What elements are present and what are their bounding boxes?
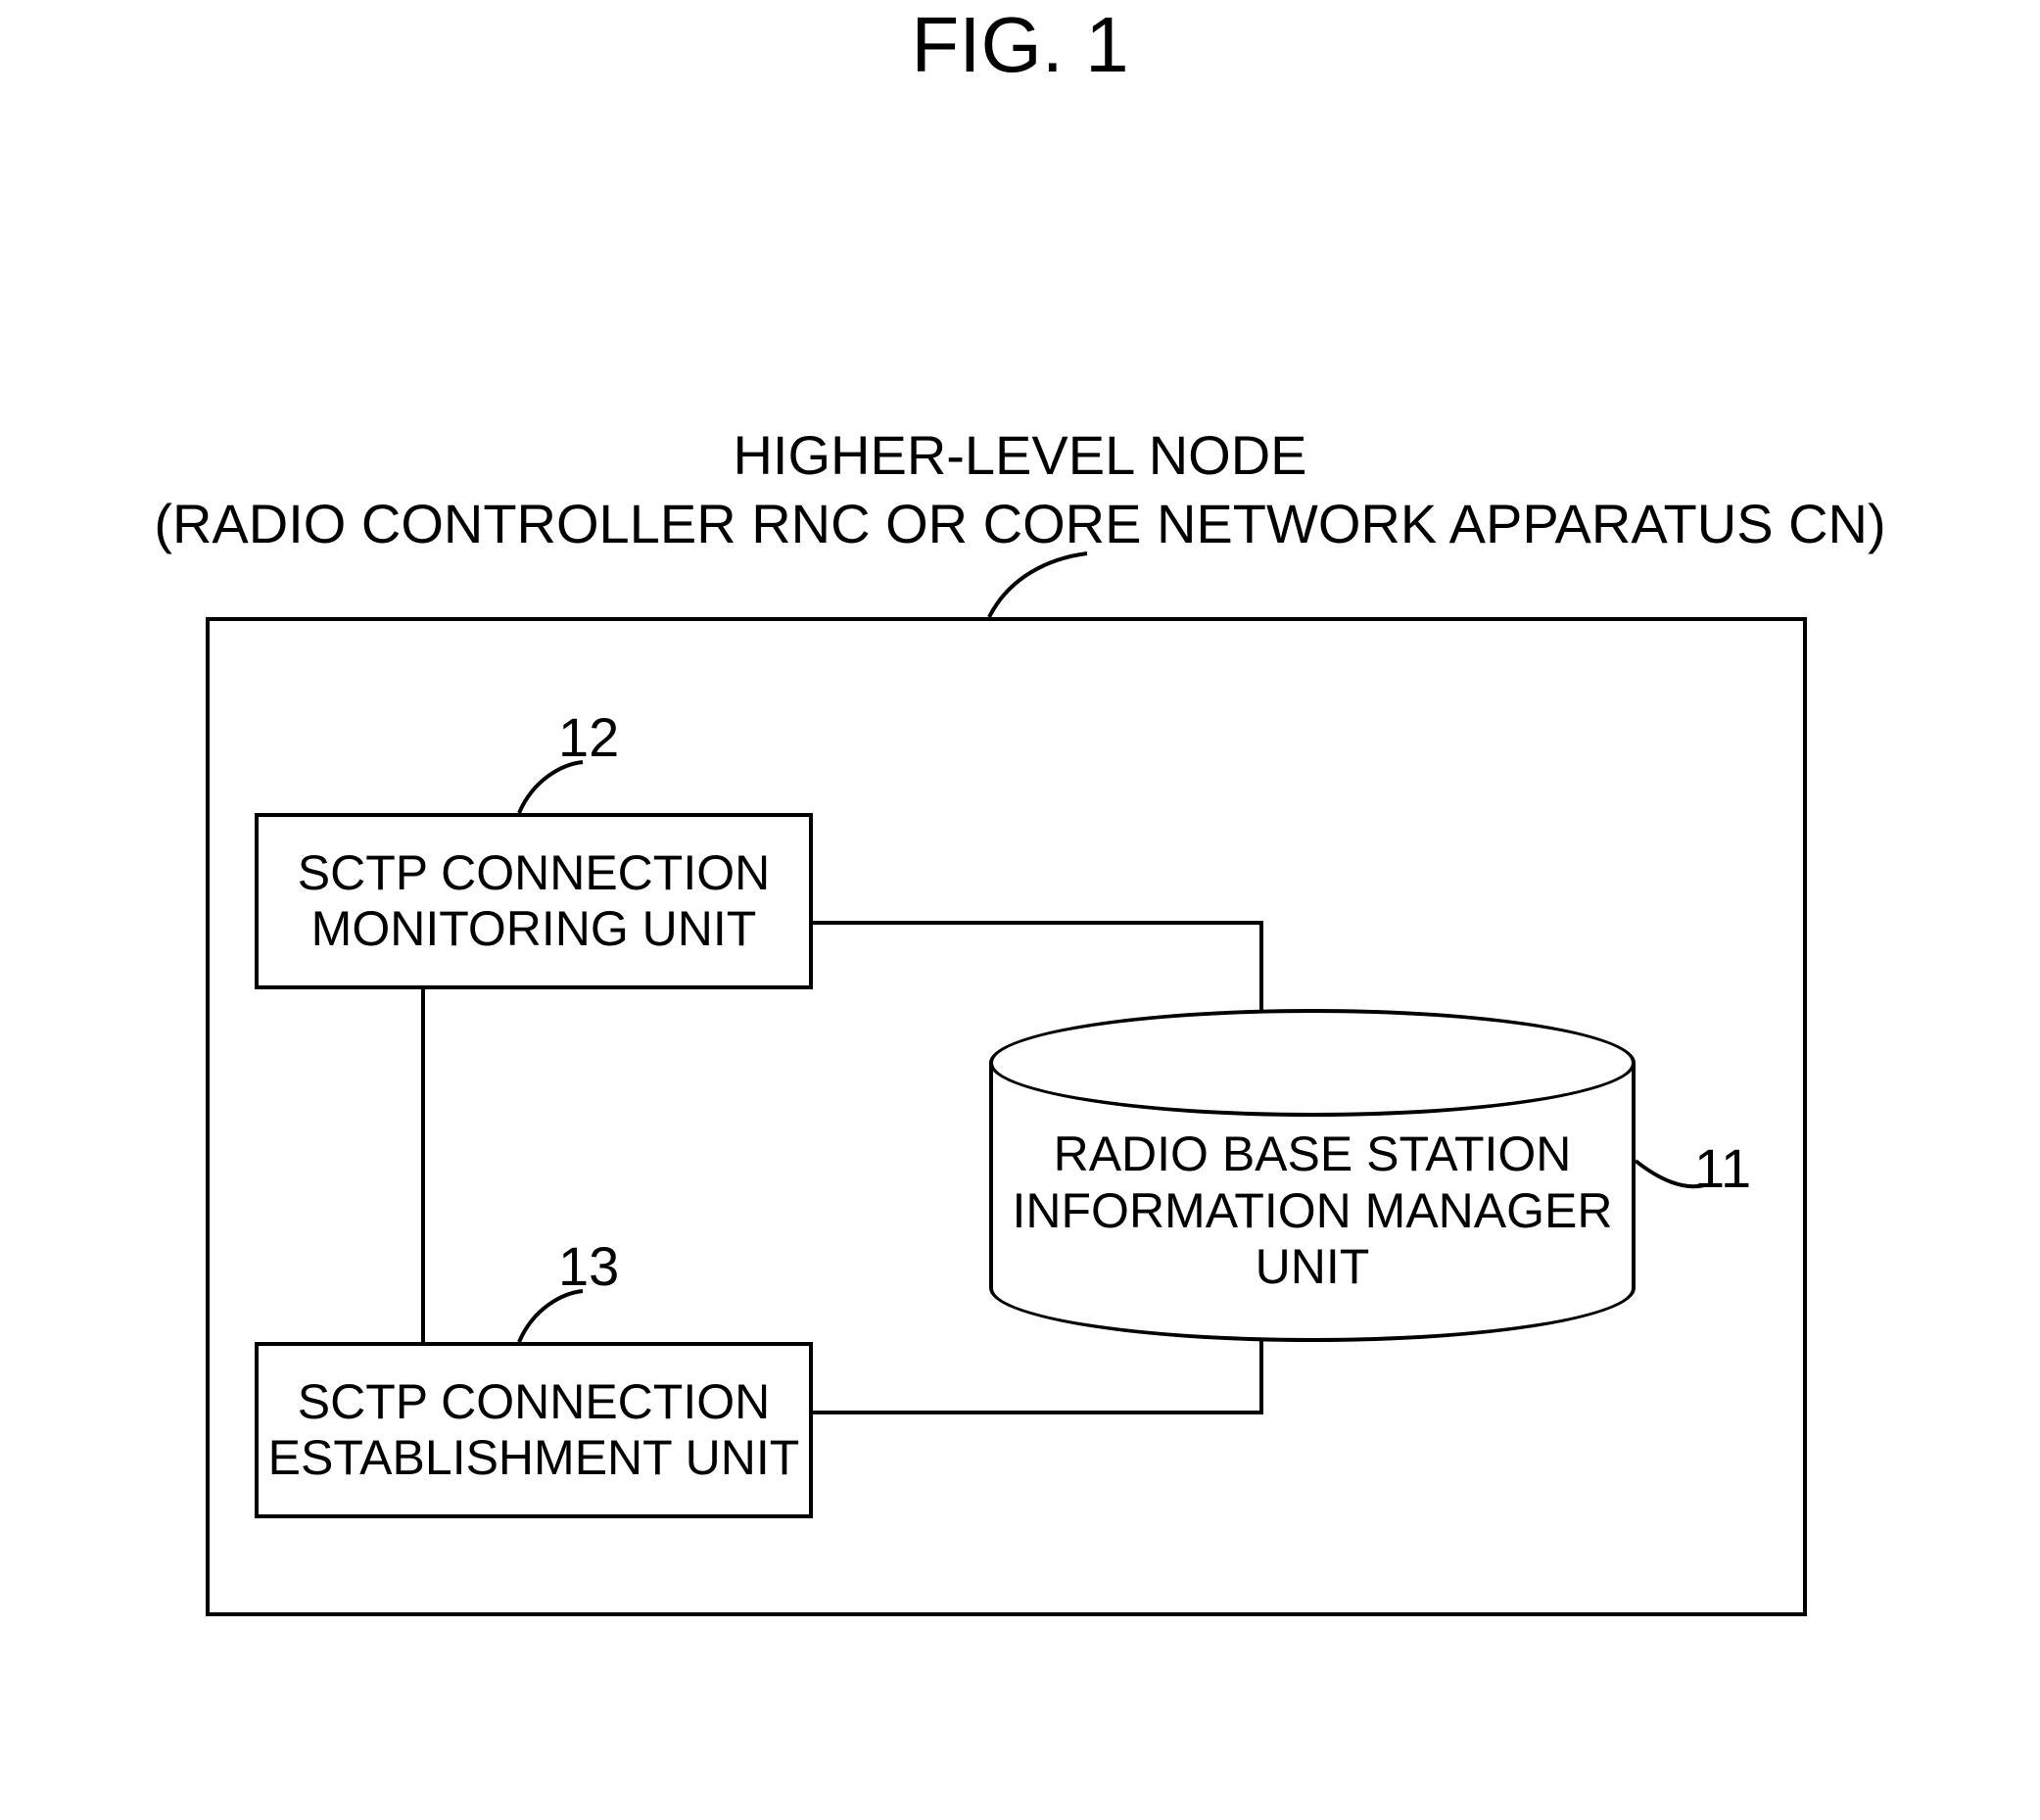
- sctp-monitoring-unit-box: SCTP CONNECTION MONITORING UNIT: [255, 813, 813, 989]
- leader-13: [509, 1288, 588, 1347]
- establishment-line1: SCTP CONNECTION: [298, 1374, 770, 1429]
- conn-mon-db-v: [1259, 921, 1263, 1013]
- ref-label-11: 11: [1694, 1136, 1751, 1200]
- leader-12: [509, 759, 588, 818]
- conn-est-db-v: [1259, 1337, 1263, 1414]
- monitoring-line2: MONITORING UNIT: [311, 901, 757, 956]
- db-line2: INFORMATION MANAGER: [1013, 1183, 1613, 1238]
- db-line3: UNIT: [1256, 1239, 1370, 1294]
- db-bottom: [989, 1288, 1636, 1342]
- conn-est-db-h: [813, 1411, 1263, 1414]
- conn-mon-est: [421, 989, 425, 1342]
- leader-header: [979, 549, 1097, 627]
- db-text: RADIO BASE STATION INFORMATION MANAGER U…: [989, 1126, 1636, 1296]
- header-line1: HIGHER-LEVEL NODE: [733, 424, 1306, 486]
- figure-title: FIG. 1: [0, 0, 2040, 90]
- diagram-canvas: FIG. 1 HIGHER-LEVEL NODE (RADIO CONTROLL…: [0, 0, 2040, 1820]
- conn-mon-db-h: [813, 921, 1263, 925]
- db-top: [989, 1009, 1636, 1117]
- establishment-line2: ESTABLISHMENT UNIT: [268, 1430, 800, 1485]
- radio-base-station-db: RADIO BASE STATION INFORMATION MANAGER U…: [989, 1009, 1636, 1342]
- header-text: HIGHER-LEVEL NODE (RADIO CONTROLLER RNC …: [0, 421, 2040, 558]
- db-line1: RADIO BASE STATION: [1054, 1126, 1572, 1181]
- monitoring-line1: SCTP CONNECTION: [298, 845, 770, 900]
- header-line2: (RADIO CONTROLLER RNC OR CORE NETWORK AP…: [154, 493, 1885, 554]
- sctp-establishment-unit-box: SCTP CONNECTION ESTABLISHMENT UNIT: [255, 1342, 813, 1518]
